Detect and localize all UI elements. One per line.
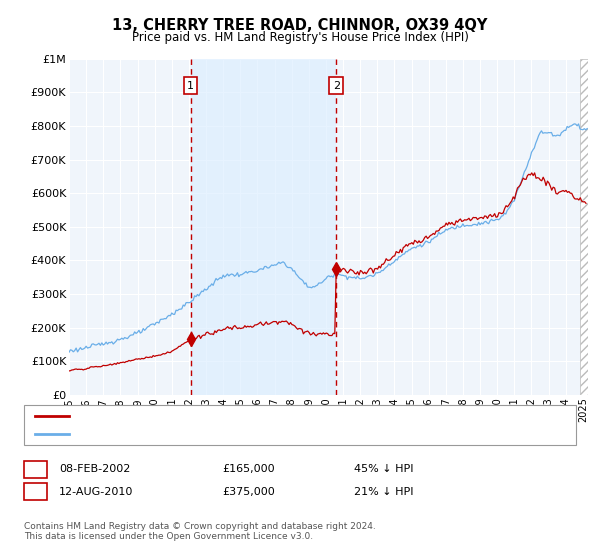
Text: Contains HM Land Registry data © Crown copyright and database right 2024.
This d: Contains HM Land Registry data © Crown c… (24, 522, 376, 542)
Text: £165,000: £165,000 (222, 464, 275, 474)
Text: 1: 1 (32, 464, 39, 474)
Text: 12-AUG-2010: 12-AUG-2010 (59, 487, 133, 497)
Text: 2: 2 (332, 81, 340, 91)
Bar (580, 59, 588, 395)
Text: 1: 1 (187, 81, 194, 91)
Text: 08-FEB-2002: 08-FEB-2002 (59, 464, 130, 474)
Text: 13, CHERRY TREE ROAD, CHINNOR, OX39 4QY: 13, CHERRY TREE ROAD, CHINNOR, OX39 4QY (112, 18, 488, 33)
Text: 21% ↓ HPI: 21% ↓ HPI (354, 487, 413, 497)
Text: HPI: Average price, detached house, South Oxfordshire: HPI: Average price, detached house, Sout… (75, 430, 376, 439)
Text: £375,000: £375,000 (222, 487, 275, 497)
Text: 45% ↓ HPI: 45% ↓ HPI (354, 464, 413, 474)
Text: Price paid vs. HM Land Registry's House Price Index (HPI): Price paid vs. HM Land Registry's House … (131, 31, 469, 44)
Bar (191, 59, 336, 395)
Text: 2: 2 (32, 487, 39, 497)
Text: 13, CHERRY TREE ROAD, CHINNOR, OX39 4QY (detached house): 13, CHERRY TREE ROAD, CHINNOR, OX39 4QY … (75, 411, 426, 421)
